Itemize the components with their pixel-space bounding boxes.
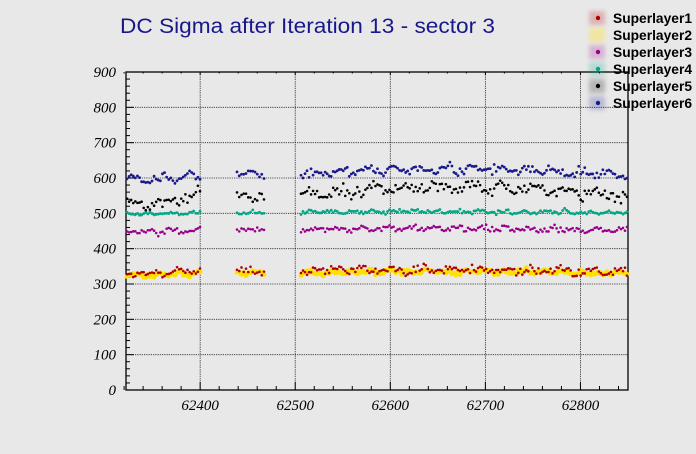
svg-text:62700: 62700	[467, 398, 505, 414]
svg-text:62500: 62500	[276, 398, 314, 414]
svg-text:62600: 62600	[372, 398, 410, 414]
svg-text:200: 200	[94, 312, 117, 328]
svg-text:62400: 62400	[181, 398, 219, 414]
svg-text:Superlayer4: Superlayer4	[613, 61, 692, 77]
svg-text:300: 300	[93, 277, 117, 293]
svg-text:100: 100	[94, 348, 117, 364]
svg-text:Superlayer3: Superlayer3	[613, 44, 692, 60]
svg-text:62800: 62800	[562, 398, 600, 414]
svg-text:800: 800	[94, 100, 117, 116]
svg-text:Superlayer2: Superlayer2	[613, 27, 692, 43]
svg-text:700: 700	[94, 136, 117, 152]
svg-text:Superlayer6: Superlayer6	[613, 95, 692, 111]
svg-text:Superlayer1: Superlayer1	[613, 10, 692, 26]
svg-text:400: 400	[94, 242, 117, 258]
svg-text:600: 600	[94, 171, 117, 187]
svg-text:Superlayer5: Superlayer5	[613, 78, 692, 94]
svg-text:900: 900	[94, 65, 117, 81]
svg-text:DC Sigma after Iteration 13 -: DC Sigma after Iteration 13 - sector 3	[120, 15, 495, 38]
svg-text:0: 0	[109, 383, 117, 399]
svg-text:500: 500	[94, 206, 117, 222]
